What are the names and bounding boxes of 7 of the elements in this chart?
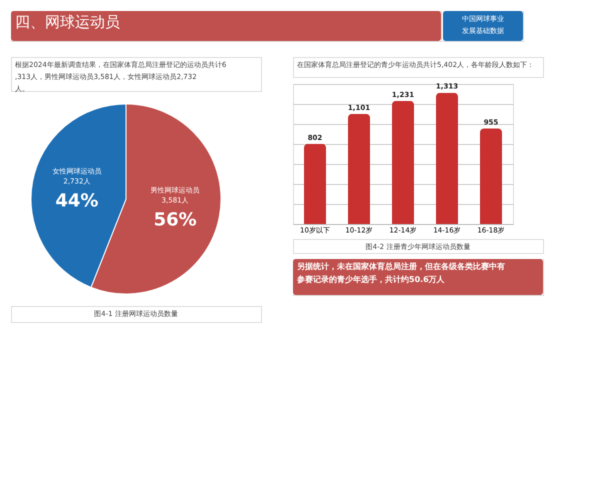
text: 四、网球运动员 [15,13,120,31]
bar [348,114,370,224]
bar [392,100,414,224]
text: 另据统计，未在国家体育总局注册，但在各级各类比赛中有参赛记录的青少年选手，共计约50.6万人 [296,261,505,284]
bar [480,128,502,224]
bar [304,144,326,224]
bar [436,92,458,224]
